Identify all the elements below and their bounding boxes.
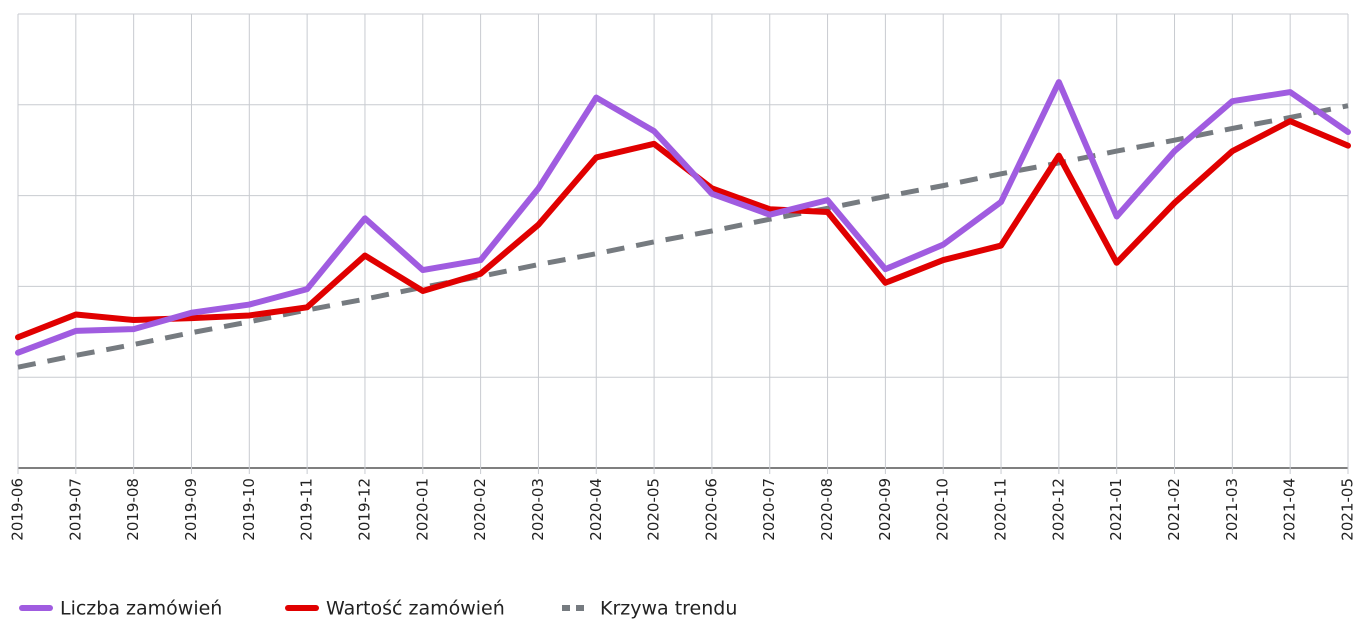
legend-label: Krzywa trendu	[600, 598, 737, 620]
x-tick-label: 2021-03	[1223, 478, 1241, 541]
x-tick-label: 2020-04	[587, 478, 605, 541]
x-tick-label: 2020-12	[1049, 478, 1067, 541]
x-tick-label: 2020-01	[413, 478, 431, 541]
x-tick-label: 2019-11	[298, 478, 316, 541]
x-tick-label: 2020-10	[934, 478, 952, 541]
x-tick-label: 2019-12	[355, 478, 373, 541]
x-tick-label: 2020-09	[876, 478, 894, 541]
x-tick-label: 2020-11	[992, 478, 1010, 541]
x-tick-label: 2021-02	[1165, 478, 1183, 541]
legend-label: Wartość zamówień	[326, 598, 505, 620]
x-tick-label: 2019-08	[124, 478, 142, 541]
x-tick-label: 2020-08	[818, 478, 836, 541]
x-tick-label: 2020-03	[529, 478, 547, 541]
x-tick-label: 2020-02	[471, 478, 489, 541]
x-tick-label: 2020-06	[702, 478, 720, 541]
x-tick-label: 2020-07	[760, 478, 778, 541]
x-tick-label: 2019-10	[240, 478, 258, 541]
x-tick-label: 2021-05	[1339, 478, 1357, 541]
legend-label: Liczba zamówień	[60, 598, 222, 620]
x-tick-label: 2021-01	[1107, 478, 1125, 541]
series-line	[15, 79, 1351, 356]
x-tick-label: 2019-06	[9, 478, 27, 541]
x-tick-label: 2019-07	[66, 478, 84, 541]
series-line	[17, 103, 1349, 370]
series-line	[15, 118, 1351, 341]
x-tick-label: 2021-04	[1281, 478, 1299, 541]
x-tick-label: 2020-05	[645, 478, 663, 541]
x-tick-label: 2019-09	[182, 478, 200, 541]
